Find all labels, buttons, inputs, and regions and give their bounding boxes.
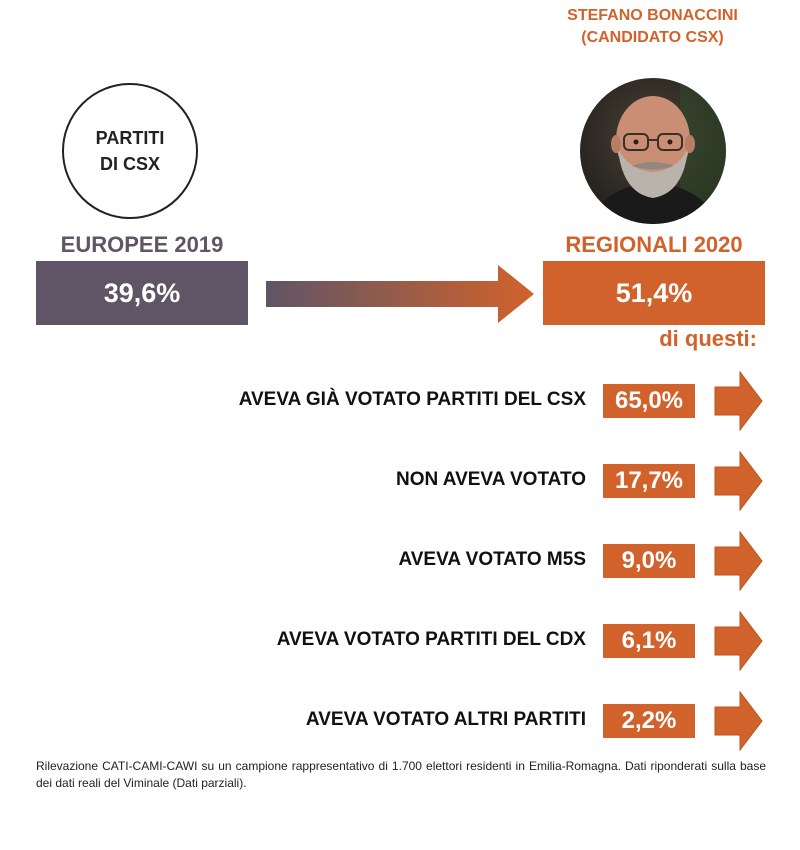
europee-label: EUROPEE 2019 — [60, 232, 224, 257]
methodology-note: Rilevazione CATI-CAMI-CAWI su un campion… — [36, 759, 766, 790]
of-these-label: di questi: — [659, 326, 757, 351]
breakdown-value: 17,7% — [603, 464, 695, 498]
breakdown-value: 65,0% — [603, 384, 695, 418]
candidate-name-line-1: STEFANO BONACCINI — [567, 7, 738, 24]
breakdown-arrow-icon — [714, 451, 763, 511]
breakdown-arrow-icon — [714, 531, 763, 591]
regionali-value: 51,4% — [615, 277, 693, 308]
breakdown-label: AVEVA VOTATO M5S — [398, 549, 586, 570]
breakdown-label: AVEVA VOTATO PARTITI DEL CDX — [276, 629, 586, 650]
breakdown-arrow-icon — [714, 371, 763, 431]
candidate-photo — [580, 78, 726, 224]
csx-parties-circle: PARTITI DI CSX — [62, 83, 198, 219]
breakdown-arrow-icon — [714, 691, 763, 751]
europee-value-box: 39,6% — [36, 261, 248, 325]
breakdown-value: 9,0% — [603, 544, 695, 578]
candidate-name: STEFANO BONACCINI (CANDIDATO CSX) — [540, 5, 765, 49]
breakdown-arrow-icon — [714, 611, 763, 671]
europee-value: 39,6% — [103, 277, 181, 308]
candidate-name-line-2: (CANDIDATO CSX) — [581, 29, 724, 46]
circle-line-1: PARTITI — [95, 128, 165, 148]
breakdown-label: NON AVEVA VOTATO — [395, 469, 586, 490]
breakdown-value: 6,1% — [603, 624, 695, 658]
breakdown-label: AVEVA GIÀ VOTATO PARTITI DEL CSX — [238, 389, 586, 410]
regionali-value-box: 51,4% — [543, 261, 765, 325]
regionali-label: REGIONALI 2020 — [565, 232, 743, 257]
circle-line-2: DI CSX — [99, 154, 160, 174]
transition-arrow — [266, 265, 534, 323]
breakdown-value: 2,2% — [603, 704, 695, 738]
breakdown-label: AVEVA VOTATO ALTRI PARTITI — [305, 709, 586, 730]
